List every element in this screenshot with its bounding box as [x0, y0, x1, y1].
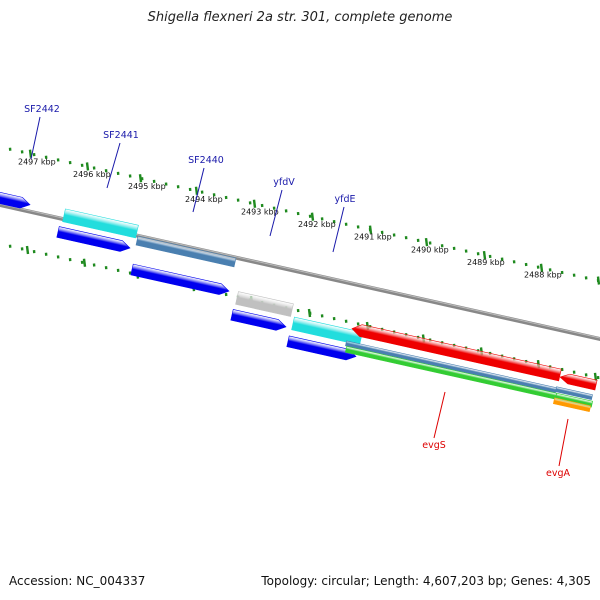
gene-label: SF2442 — [24, 104, 60, 115]
gene-bar — [62, 208, 139, 239]
major-tick — [310, 212, 315, 221]
label-leader — [558, 418, 569, 467]
major-tick — [252, 199, 257, 208]
major-tick — [28, 149, 33, 158]
major-tick — [194, 186, 199, 195]
major-tick — [424, 237, 429, 247]
kbp-label: 2490 kbp — [411, 245, 449, 254]
label-leader — [30, 116, 41, 160]
gene-label: evgS — [422, 440, 446, 451]
major-tick — [482, 250, 487, 260]
label-leader — [433, 391, 446, 439]
cds-arrow — [130, 263, 230, 295]
kbp-label: 2489 kbp — [467, 258, 505, 267]
major-tick — [25, 245, 30, 255]
gene-bar — [135, 235, 237, 268]
major-tick — [368, 225, 373, 234]
cds-arrow-reverse — [351, 324, 562, 382]
label-leader — [192, 167, 205, 213]
gene-bar-reverse — [552, 397, 592, 413]
major-tick — [596, 276, 600, 285]
label-leader — [269, 189, 283, 237]
kbp-label: 2492 kbp — [298, 220, 336, 229]
major-tick — [85, 162, 90, 171]
tick-row-outer — [8, 147, 600, 283]
cds-arrow-reverse — [559, 373, 598, 391]
gene-bar-reverse — [555, 386, 593, 401]
gene-label: SF2440 — [188, 155, 224, 166]
major-tick — [138, 174, 143, 183]
gene-label: yfdV — [273, 177, 295, 188]
gene-label: evgA — [546, 468, 570, 479]
map-title: Shigella flexneri 2a str. 301, complete … — [147, 10, 453, 25]
gene-label: SF2441 — [103, 130, 139, 141]
major-ticks-outer — [28, 149, 600, 285]
kbp-label: 2494 kbp — [185, 195, 223, 204]
label-leader — [106, 142, 121, 189]
gene-bar-reverse — [345, 340, 557, 393]
major-tick — [307, 308, 312, 318]
cds-arrow — [230, 309, 287, 331]
major-tick — [593, 372, 598, 382]
accession-label: Accession: NC_004337 — [9, 574, 146, 588]
kbp-label: 2497 kbp — [18, 158, 56, 167]
kbp-label: 2495 kbp — [128, 182, 166, 191]
gene-bar-reverse — [554, 392, 594, 408]
kbp-label: 2488 kbp — [524, 271, 562, 280]
label-leader — [332, 206, 345, 253]
cds-arrow — [286, 335, 357, 361]
gene-bar — [235, 291, 294, 317]
kbp-label: 2496 kbp — [73, 170, 111, 179]
kbp-label: 2493 kbp — [241, 207, 279, 216]
kbp-label: 2491 kbp — [354, 233, 392, 242]
major-tick — [82, 258, 87, 267]
genome-summary: Topology: circular; Length: 4,607,203 bp… — [261, 574, 591, 588]
cds-arrow — [56, 226, 131, 252]
gene-label: yfdE — [335, 194, 356, 205]
cds-arrow — [0, 190, 31, 209]
major-tick — [539, 263, 544, 272]
